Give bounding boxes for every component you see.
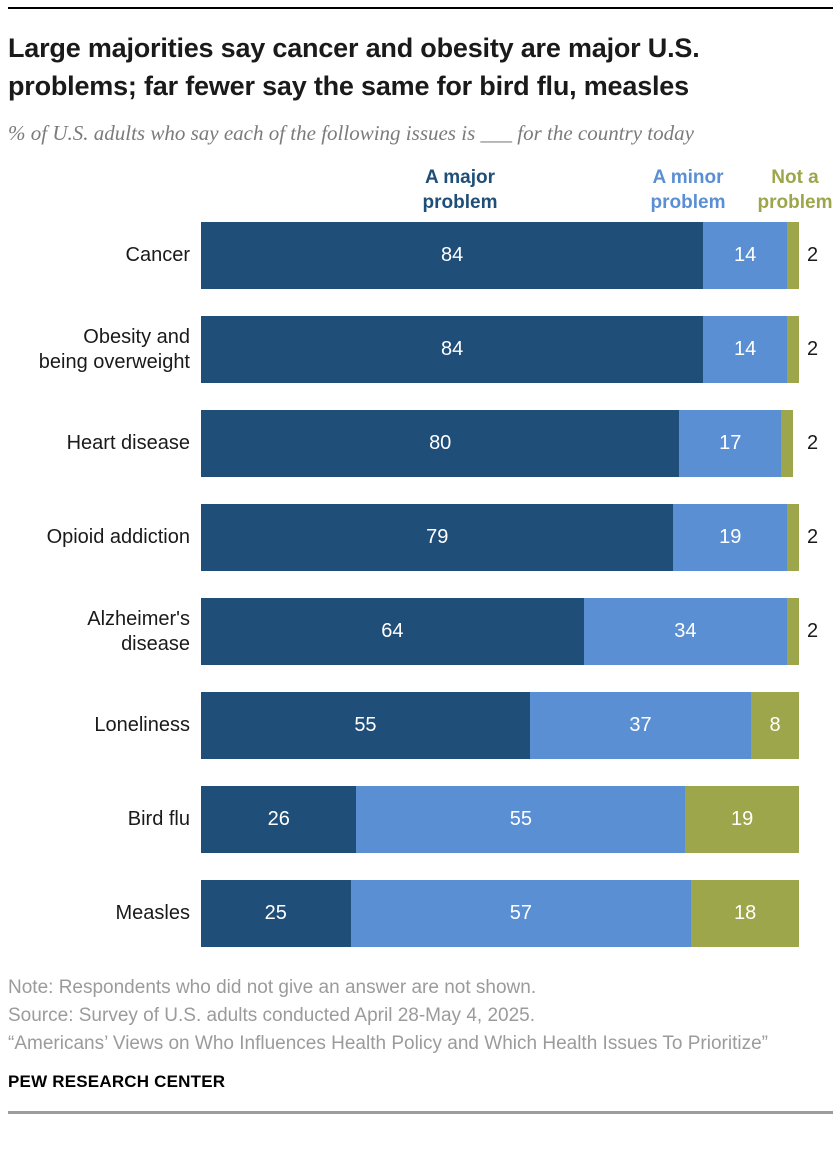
brand-pew-research-center: PEW RESEARCH CENTER	[8, 1072, 226, 1092]
bar-segment-a-minor-problem: 37	[529, 692, 752, 760]
bar-segment-a-major-problem: 84	[201, 222, 704, 290]
bar-track: 25 57 18	[201, 880, 799, 948]
bar-segment-not-a-problem	[787, 598, 799, 666]
category-label: Heart disease	[66, 432, 190, 455]
value-label: 14	[734, 338, 757, 361]
bar-segment-a-major-problem: 25	[201, 880, 351, 948]
bar-segment-not-a-problem: 19	[685, 786, 799, 854]
bar-segment-a-minor-problem: 14	[703, 222, 788, 290]
value-label: 84	[441, 338, 464, 361]
bar-track: 26 55 19	[201, 786, 799, 854]
chart-title: Large majorities say cancer and obesity …	[8, 33, 700, 101]
bar-segment-a-minor-problem: 55	[356, 786, 686, 854]
bar-track: 79 19	[201, 504, 799, 572]
bar-row: Bird flu 26 55 19	[8, 786, 833, 854]
bar-segment-a-major-problem: 55	[201, 692, 530, 760]
category-label: Obesity and being overweight	[38, 325, 190, 373]
legend: A major problem A minor problem Not a pr…	[8, 165, 833, 215]
note-line: Note: Respondents who did not give an an…	[8, 977, 537, 999]
value-label: 57	[509, 902, 533, 925]
value-label-outside: 2	[807, 244, 819, 267]
bar-row: Heart disease 80 17 2	[8, 410, 833, 478]
bar-segment-not-a-problem	[781, 410, 793, 478]
bar-row: Cancer 84 14 2	[8, 222, 833, 290]
value-label: 18	[734, 902, 757, 925]
bar-segment-not-a-problem	[787, 504, 799, 572]
bar-segment-a-major-problem: 26	[201, 786, 357, 854]
bar-segment-a-minor-problem: 17	[679, 410, 782, 478]
bar-row: Opioid addiction 79 19 2	[8, 504, 833, 572]
value-label: 80	[429, 432, 452, 455]
footer: Note: Respondents who did not give an an…	[8, 974, 833, 1058]
bar-segment-a-major-problem: 84	[201, 316, 704, 384]
value-label: 19	[731, 808, 754, 831]
bar-segment-not-a-problem	[787, 222, 799, 290]
legend-label-minor-problem: A minor problem	[650, 167, 726, 214]
bottom-divider	[8, 1111, 833, 1115]
value-label: 14	[734, 244, 757, 267]
value-label: 26	[267, 808, 290, 831]
value-label: 55	[509, 808, 533, 831]
value-label: 55	[354, 714, 377, 737]
legend-label-major-problem: A major problem	[422, 167, 498, 214]
bar-row: Alzheimer's disease 64 34 2	[8, 598, 833, 666]
top-divider	[8, 7, 833, 9]
bar-track: 84 14	[201, 316, 799, 384]
bar-segment-a-minor-problem: 34	[583, 598, 788, 666]
category-label: Measles	[115, 902, 190, 925]
value-label: 37	[629, 714, 652, 737]
legend-label-not-a-problem: Not a problem	[757, 167, 833, 214]
bar-row: Measles 25 57 18	[8, 880, 833, 948]
report-title-line: “Americans’ Views on Who Influences Heal…	[8, 1033, 768, 1055]
category-label: Loneliness	[94, 714, 190, 737]
bar-track: 55 37 8	[201, 692, 799, 760]
bar-segment-a-major-problem: 79	[201, 504, 674, 572]
value-label: 34	[674, 620, 697, 643]
bar-segment-not-a-problem: 18	[691, 880, 799, 948]
value-label: 79	[426, 526, 449, 549]
bar-segment-a-major-problem: 80	[201, 410, 680, 478]
category-label: Bird flu	[127, 808, 190, 831]
category-label: Opioid addiction	[46, 526, 190, 549]
value-label-outside: 2	[807, 338, 819, 361]
bar-track: 84 14	[201, 222, 799, 290]
bar-row: Obesity and being overweight 84 14 2	[8, 316, 833, 384]
value-label-outside: 2	[807, 432, 819, 455]
value-label: 64	[381, 620, 404, 643]
bar-row: Loneliness 55 37 8	[8, 692, 833, 760]
bar-segment-a-major-problem: 64	[201, 598, 584, 666]
value-label: 84	[441, 244, 464, 267]
bar-track: 64 34	[201, 598, 799, 666]
bar-segment-not-a-problem	[787, 316, 799, 384]
value-label-outside: 2	[807, 526, 819, 549]
value-label: 8	[769, 714, 781, 737]
value-label: 17	[719, 432, 742, 455]
bar-segment-not-a-problem: 8	[751, 692, 799, 760]
value-label: 25	[264, 902, 287, 925]
value-label: 19	[719, 526, 742, 549]
bar-rows: Cancer 84 14 2 Obesity and being overweight 8…	[8, 222, 833, 948]
bar-segment-a-minor-problem: 19	[673, 504, 788, 572]
bar-track: 80 17	[201, 410, 799, 478]
value-label-outside: 2	[807, 620, 819, 643]
chart-subtitle: % of U.S. adults who say each of the fol…	[8, 120, 694, 145]
bar-segment-a-minor-problem: 57	[350, 880, 692, 948]
category-label: Cancer	[125, 244, 190, 267]
bar-segment-a-minor-problem: 14	[703, 316, 788, 384]
source-line: Source: Survey of U.S. adults conducted …	[8, 1005, 536, 1027]
category-label: Alzheimer's disease	[87, 607, 190, 655]
